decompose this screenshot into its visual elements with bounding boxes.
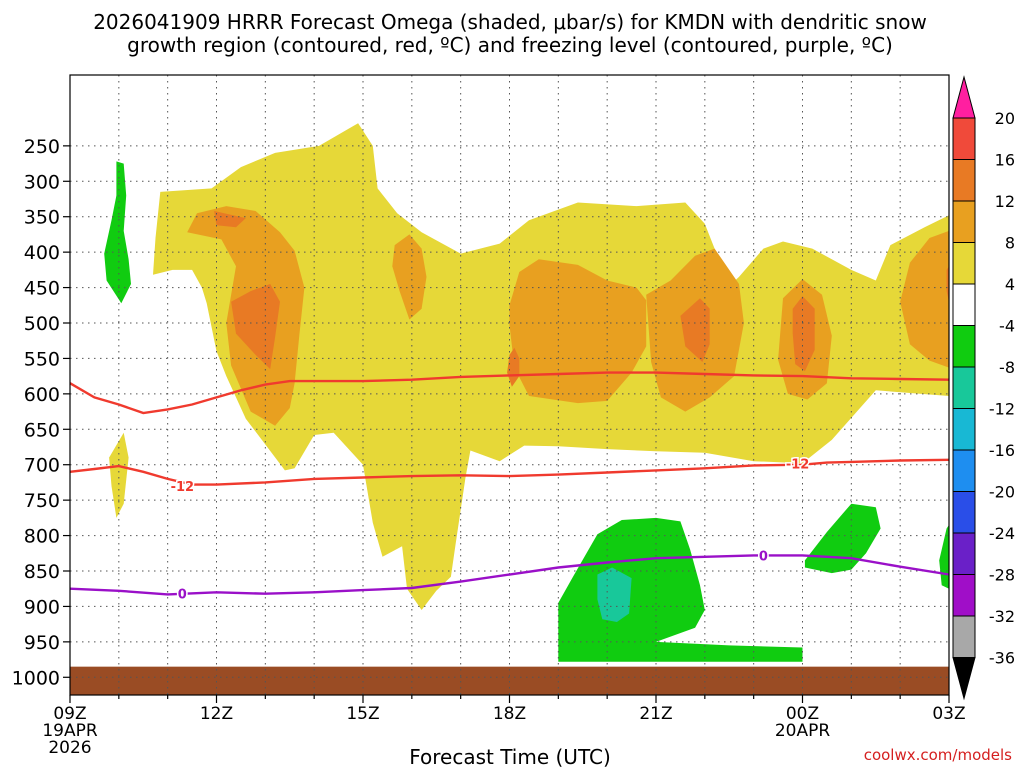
omega-region (900, 230, 949, 368)
colorbar-segment (952, 408, 976, 451)
colorbar-segment (952, 574, 976, 617)
ground-band (70, 666, 949, 695)
x-tick-date: 19APR (42, 721, 98, 741)
dgz-contour-line (69, 458, 950, 486)
colorbar-segment (952, 366, 976, 409)
x-axis-label: Forecast Time (UTC) (409, 745, 611, 768)
y-tick-label: 500 (24, 313, 60, 335)
y-tick-label: 850 (24, 561, 60, 583)
x-tick-label: 12Z (200, 704, 233, 724)
dgz-contour-label: -12 (171, 480, 195, 495)
colorbar-segment (952, 242, 976, 285)
omega-region (792, 296, 815, 372)
y-tick-label: 900 (24, 596, 60, 618)
y-tick-label: 550 (24, 348, 60, 370)
colorbar-top-arrow (952, 75, 976, 119)
y-tick-label: 1000 (12, 667, 60, 689)
omega-region (558, 517, 803, 662)
x-tick-label: 18Z (493, 704, 526, 724)
colorbar-label: -20 (989, 483, 1015, 502)
plot-area: -12 -12 0 0 (69, 74, 950, 696)
x-tick-year: 2026 (48, 738, 91, 758)
omega-region (597, 567, 632, 622)
colorbar-segment (952, 449, 976, 492)
colorbar-segment (952, 200, 976, 243)
omega-region (392, 234, 427, 320)
x-tick-label: 09Z (53, 704, 86, 724)
contour-lines: -12 -12 0 0 (69, 371, 950, 604)
y-tick-label: 300 (24, 171, 60, 193)
colorbar-segment (952, 325, 976, 368)
y-tick-label: 650 (24, 419, 60, 441)
freezing-level-label: 0 (759, 549, 768, 564)
colorbar-label: -4 (999, 317, 1015, 336)
colorbar-bottom-arrow (952, 657, 976, 701)
y-tick-label: 800 (24, 526, 60, 548)
colorbar-segment (952, 615, 976, 658)
y-tick-label: 450 (24, 278, 60, 300)
dgz-contour-line (69, 371, 950, 415)
credit-text: coolwx.com/models (864, 746, 1012, 764)
y-tick-label: 950 (24, 632, 60, 654)
x-tick-label: 15Z (346, 704, 379, 724)
colorbar-label: -28 (989, 566, 1015, 585)
colorbar-segment (952, 117, 976, 160)
omega-colorbar: 20 16 12 8 4 -4 -8 -12 -16 -20 -24 -28 -32 -36 (952, 75, 1015, 701)
omega-region (214, 211, 246, 228)
omega-shading (104, 123, 949, 662)
colorbar-segment (952, 491, 976, 534)
colorbar-segment (952, 283, 976, 326)
dgz-contour-label: -12 (786, 457, 810, 472)
omega-region (680, 298, 710, 362)
omega-region (509, 259, 647, 404)
x-tick-label: 21Z (639, 704, 672, 724)
ground-layer (70, 666, 949, 695)
x-tick-label: 03Z (932, 704, 965, 724)
colorbar-label: 20 (995, 109, 1015, 128)
pressure-axis: 250 300 350 400 450 500 550 600 650 700 750 800 850 9… (12, 136, 70, 689)
omega-region (109, 432, 129, 518)
y-tick-label: 350 (24, 207, 60, 229)
colorbar-label: -32 (989, 607, 1015, 626)
chart-title-line1: 2026041909 HRRR Forecast Omega (shaded, … (93, 10, 927, 34)
y-tick-label: 600 (24, 384, 60, 406)
colorbar-label: -16 (989, 441, 1015, 460)
colorbar-label: 16 (995, 151, 1015, 170)
y-tick-label: 400 (24, 242, 60, 264)
y-tick-label: 250 (24, 136, 60, 158)
chart-title-line2: growth region (contoured, red, ºC) and f… (127, 33, 893, 57)
y-tick-label: 750 (24, 490, 60, 512)
colorbar-label: -24 (989, 524, 1015, 543)
colorbar-segment (952, 159, 976, 202)
omega-region (104, 161, 131, 304)
colorbar-segment (952, 532, 976, 575)
colorbar-label: 4 (1005, 275, 1015, 294)
x-tick-date: 20APR (775, 721, 831, 741)
freezing-level-line (69, 554, 950, 596)
y-tick-label: 700 (24, 455, 60, 477)
colorbar-label: -36 (989, 649, 1015, 668)
colorbar-label: 8 (1005, 234, 1015, 253)
colorbar-label: 12 (995, 192, 1015, 211)
colorbar-label: -8 (999, 358, 1015, 377)
colorbar-label: -12 (989, 400, 1015, 419)
omega-region (231, 284, 280, 370)
x-tick-label: 00Z (786, 704, 819, 724)
omega-region (507, 347, 520, 387)
freezing-level-label: 0 (178, 588, 187, 603)
